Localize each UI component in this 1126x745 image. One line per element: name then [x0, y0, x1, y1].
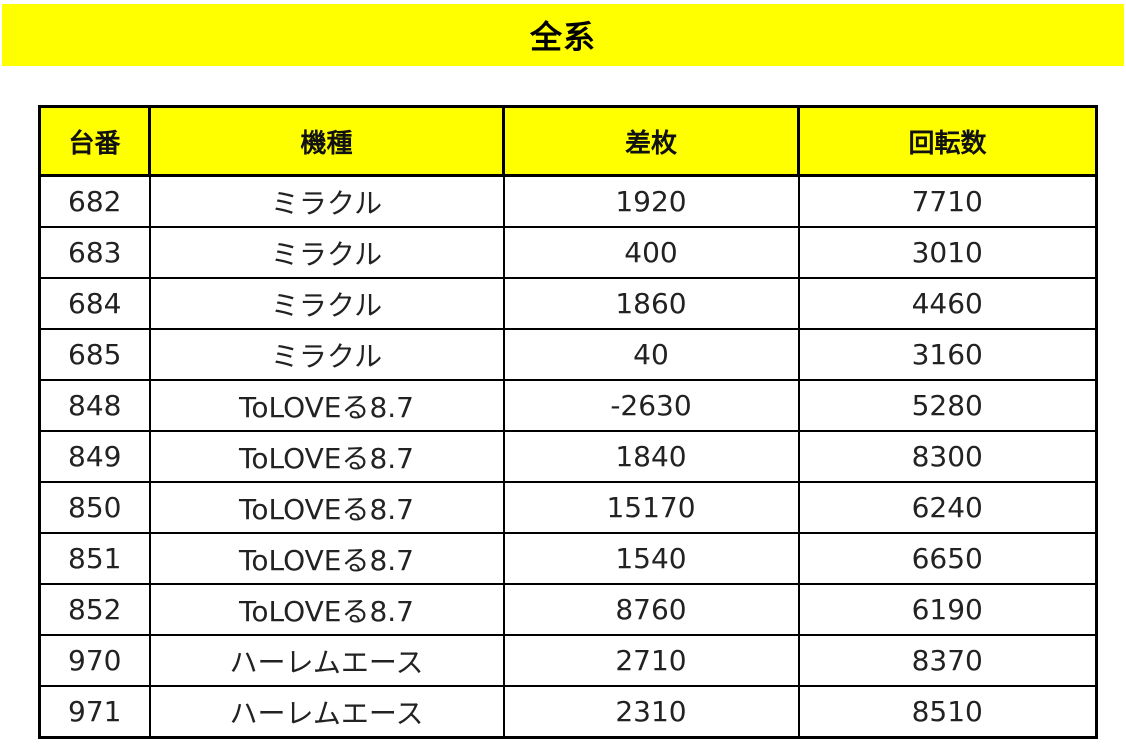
cell-coin-difference: 8760	[502, 583, 800, 636]
cell-spin-count: 3160	[797, 328, 1098, 381]
cell-machine-model: ToLOVEる8.7	[148, 481, 505, 534]
cell-machine-number: 970	[38, 634, 151, 687]
cell-machine-number: 852	[38, 583, 151, 636]
table-row: 682 ミラクル 1920 7710	[38, 174, 1098, 228]
header-spin-count: 回転数	[797, 105, 1098, 177]
cell-coin-difference: 1920	[502, 174, 800, 228]
cell-coin-difference: 1840	[502, 430, 800, 483]
cell-spin-count: 3010	[797, 226, 1098, 279]
table-row: 971 ハーレムエース 2310 8510	[38, 685, 1098, 739]
table-row: 970 ハーレムエース 2710 8370	[38, 634, 1098, 687]
cell-machine-number: 971	[38, 685, 151, 739]
machine-data-table: 台番 機種 差枚 回転数 682 ミラクル 1920 7710 683 ミラクル 400 30…	[38, 105, 1098, 739]
cell-machine-number: 849	[38, 430, 151, 483]
cell-machine-model: ハーレムエース	[148, 685, 505, 739]
cell-spin-count: 8510	[797, 685, 1098, 739]
cell-machine-model: ToLOVEる8.7	[148, 379, 505, 432]
cell-machine-number: 848	[38, 379, 151, 432]
cell-coin-difference: 15170	[502, 481, 800, 534]
cell-coin-difference: -2630	[502, 379, 800, 432]
cell-machine-number: 851	[38, 532, 151, 585]
table-row: 685 ミラクル 40 3160	[38, 328, 1098, 381]
cell-machine-number: 682	[38, 174, 151, 228]
header-machine-number: 台番	[38, 105, 151, 177]
cell-machine-model: ハーレムエース	[148, 634, 505, 687]
cell-machine-model: ToLOVEる8.7	[148, 430, 505, 483]
cell-spin-count: 4460	[797, 277, 1098, 330]
cell-machine-model: ミラクル	[148, 174, 505, 228]
cell-spin-count: 7710	[797, 174, 1098, 228]
cell-machine-number: 683	[38, 226, 151, 279]
cell-coin-difference: 40	[502, 328, 800, 381]
cell-spin-count: 5280	[797, 379, 1098, 432]
table-row: 684 ミラクル 1860 4460	[38, 277, 1098, 330]
cell-machine-model: ミラクル	[148, 226, 505, 279]
cell-coin-difference: 1540	[502, 532, 800, 585]
table-header-row: 台番 機種 差枚 回転数	[38, 105, 1098, 177]
cell-coin-difference: 1860	[502, 277, 800, 330]
table-row: 851 ToLOVEる8.7 1540 6650	[38, 532, 1098, 585]
header-machine-model: 機種	[148, 105, 505, 177]
title-banner: 全系	[2, 4, 1124, 66]
cell-machine-model: ミラクル	[148, 277, 505, 330]
cell-machine-model: ミラクル	[148, 328, 505, 381]
cell-machine-number: 685	[38, 328, 151, 381]
cell-machine-model: ToLOVEる8.7	[148, 532, 505, 585]
cell-spin-count: 6240	[797, 481, 1098, 534]
cell-spin-count: 6190	[797, 583, 1098, 636]
cell-machine-number: 684	[38, 277, 151, 330]
table-row: 852 ToLOVEる8.7 8760 6190	[38, 583, 1098, 636]
cell-spin-count: 8370	[797, 634, 1098, 687]
cell-coin-difference: 2310	[502, 685, 800, 739]
cell-coin-difference: 2710	[502, 634, 800, 687]
header-coin-difference: 差枚	[502, 105, 800, 177]
table-row: 848 ToLOVEる8.7 -2630 5280	[38, 379, 1098, 432]
cell-machine-number: 850	[38, 481, 151, 534]
cell-machine-model: ToLOVEる8.7	[148, 583, 505, 636]
table-row: 849 ToLOVEる8.7 1840 8300	[38, 430, 1098, 483]
cell-spin-count: 8300	[797, 430, 1098, 483]
table-row: 850 ToLOVEる8.7 15170 6240	[38, 481, 1098, 534]
table-row: 683 ミラクル 400 3010	[38, 226, 1098, 279]
page-title: 全系	[529, 18, 596, 56]
cell-spin-count: 6650	[797, 532, 1098, 585]
cell-coin-difference: 400	[502, 226, 800, 279]
